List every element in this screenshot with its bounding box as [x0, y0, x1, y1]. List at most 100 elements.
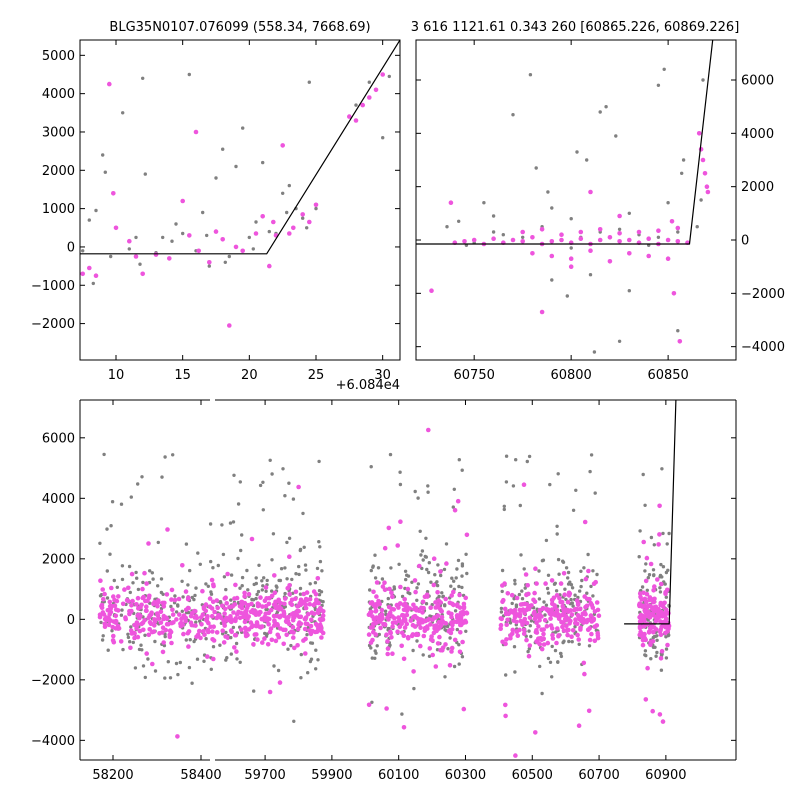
gray-data-point	[184, 638, 188, 642]
gray-data-point	[220, 523, 224, 527]
magenta-data-point	[389, 635, 394, 640]
magenta-data-point	[417, 563, 422, 569]
magenta-data-point	[271, 219, 276, 225]
gray-data-point	[499, 606, 504, 611]
gray-data-point	[128, 590, 132, 595]
magenta-data-point	[186, 644, 191, 649]
gray-data-point	[426, 570, 431, 575]
gray-data-point	[222, 575, 227, 579]
magenta-data-point	[181, 631, 186, 637]
magenta-data-point	[180, 198, 185, 204]
gray-data-point	[98, 541, 102, 545]
magenta-data-point	[449, 593, 455, 598]
gray-data-point	[441, 595, 445, 599]
magenta-data-point	[522, 616, 528, 622]
magenta-data-point	[303, 621, 309, 626]
gray-data-point	[562, 639, 566, 643]
gray-data-point	[193, 593, 197, 598]
gray-data-point	[120, 608, 124, 612]
magenta-data-point	[660, 603, 665, 608]
magenta-data-point	[520, 229, 525, 235]
magenta-data-point	[165, 527, 170, 532]
magenta-data-point	[99, 605, 105, 610]
gray-data-point	[386, 596, 390, 601]
gray-data-point	[654, 654, 658, 658]
magenta-data-point	[386, 617, 391, 622]
magenta-data-point	[246, 614, 251, 619]
gray-data-point	[156, 540, 160, 545]
magenta-data-point	[239, 627, 244, 632]
magenta-data-point	[642, 603, 647, 609]
magenta-data-point	[197, 628, 202, 634]
gray-data-point	[589, 453, 594, 457]
x-tick-label: 60100	[378, 768, 419, 783]
magenta-data-point	[455, 498, 461, 504]
gray-data-point	[159, 590, 164, 595]
gray-data-point	[261, 508, 265, 512]
magenta-data-point	[105, 607, 111, 613]
gray-data-point	[285, 210, 289, 215]
magenta-data-point	[267, 629, 273, 635]
gray-data-point	[578, 589, 582, 593]
magenta-data-point	[402, 597, 408, 602]
gray-data-point	[387, 74, 391, 79]
gray-data-point	[436, 563, 440, 567]
gray-data-point	[306, 671, 310, 675]
magenta-data-point	[577, 616, 582, 622]
gray-data-point	[221, 632, 225, 636]
gray-data-point	[570, 601, 574, 605]
gray-data-point	[166, 660, 170, 664]
gray-data-point	[204, 582, 208, 586]
magenta-data-point	[160, 649, 166, 655]
gray-data-point	[517, 592, 522, 597]
gray-data-point	[225, 656, 229, 660]
magenta-data-point	[401, 725, 407, 730]
gray-data-point	[305, 633, 309, 637]
gray-data-point	[119, 502, 124, 506]
magenta-data-point	[505, 617, 510, 623]
magenta-data-point	[290, 624, 296, 630]
magenta-data-point	[382, 580, 387, 585]
gray-data-point	[367, 80, 371, 84]
gray-data-point	[194, 620, 198, 624]
magenta-data-point	[111, 594, 116, 599]
gray-data-point	[652, 543, 656, 547]
y-tick-label: 4000	[741, 127, 774, 142]
gray-data-point	[512, 645, 517, 649]
gray-data-point	[454, 576, 458, 580]
magenta-data-point	[308, 631, 314, 637]
magenta-data-point	[396, 618, 402, 623]
gray-data-point	[548, 482, 552, 487]
gray-data-point	[138, 262, 142, 266]
gray-data-point	[268, 458, 272, 462]
gray-data-point	[518, 503, 522, 508]
magenta-data-point	[207, 260, 212, 265]
gray-data-point	[320, 569, 324, 573]
magenta-data-point	[213, 229, 219, 234]
gray-data-point	[554, 630, 558, 634]
magenta-data-point	[430, 638, 435, 643]
magenta-data-point	[251, 642, 256, 647]
magenta-data-point	[144, 604, 149, 609]
magenta-data-point	[588, 613, 594, 618]
gray-data-point	[156, 584, 160, 588]
axes-frame	[79, 39, 401, 361]
magenta-data-point	[656, 542, 661, 547]
magenta-data-point	[593, 579, 598, 585]
magenta-data-point	[451, 602, 456, 608]
magenta-data-point	[452, 637, 458, 643]
y-tick-label: 1000	[42, 202, 75, 217]
magenta-data-point	[427, 646, 433, 651]
axis-ticks: 60750 60800 60850 6000 4000 2000 0 −2000 −4000	[416, 40, 785, 383]
magenta-data-point	[451, 589, 456, 595]
magenta-data-point	[313, 592, 319, 597]
magenta-data-point	[277, 680, 283, 685]
gray-data-point	[181, 595, 185, 599]
magenta-data-point	[366, 632, 372, 637]
magenta-data-point	[295, 626, 301, 632]
magenta-data-point	[390, 620, 396, 626]
magenta-data-point	[136, 612, 142, 618]
magenta-data-point	[242, 619, 248, 625]
magenta-data-point	[303, 615, 309, 620]
magenta-data-point	[411, 614, 417, 619]
